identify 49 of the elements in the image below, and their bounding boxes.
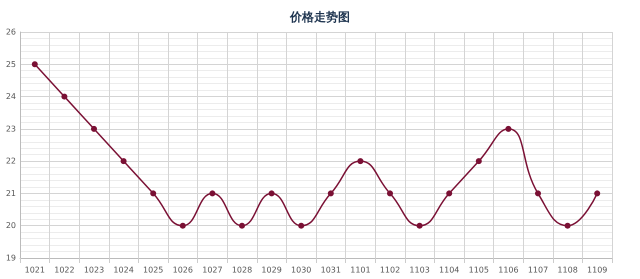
y-tick-label: 26 (6, 28, 16, 36)
point (476, 158, 482, 164)
x-tick-label: 1023 (84, 266, 104, 274)
point (594, 190, 600, 196)
point (564, 222, 571, 229)
x-tick-label: 1024 (113, 266, 134, 274)
point (535, 190, 541, 196)
point (209, 190, 216, 196)
point (120, 158, 127, 164)
x-tick-label: 1107 (528, 266, 548, 274)
point (357, 158, 364, 164)
x-tick-label: 1030 (291, 266, 312, 274)
x-tick-label: 1109 (587, 266, 608, 274)
point (32, 61, 38, 68)
y-tick-label: 20 (6, 221, 16, 230)
point (61, 94, 68, 100)
y-tick-label: 25 (6, 60, 16, 69)
point (446, 190, 452, 196)
point (416, 222, 423, 229)
chart-title: 价格走势图 (289, 10, 350, 24)
x-tick-label: 1031 (320, 266, 341, 274)
point (387, 190, 393, 196)
x-tick-label: 1102 (380, 266, 400, 274)
y-tick-label: 24 (6, 92, 16, 102)
x-tick-label: 1025 (143, 266, 164, 274)
point (150, 190, 156, 196)
point (328, 190, 334, 196)
point (239, 222, 245, 229)
x-tick-label: 1029 (261, 266, 282, 274)
x-tick-label: 1027 (202, 266, 223, 274)
point (91, 126, 97, 132)
y-tick-label: 22 (6, 156, 16, 166)
y-tick-label: 23 (6, 124, 16, 134)
point (505, 126, 512, 132)
x-tick-label: 1103 (409, 266, 430, 274)
point (298, 222, 304, 229)
x-tick-label: 1101 (350, 266, 371, 274)
x-tick-label: 1105 (468, 266, 489, 274)
x-tick-label: 1021 (24, 266, 45, 274)
point (268, 190, 275, 196)
x-tick-label: 1028 (232, 266, 252, 274)
x-tick-label: 1022 (54, 266, 75, 274)
x-tick-label: 1106 (498, 266, 519, 274)
x-tick-label: 1104 (439, 266, 460, 274)
y-tick-label: 19 (6, 254, 16, 262)
y-tick-label: 21 (6, 188, 16, 198)
point (180, 222, 186, 229)
x-tick-label: 1026 (172, 266, 193, 274)
x-tick-label: 1108 (557, 266, 578, 274)
